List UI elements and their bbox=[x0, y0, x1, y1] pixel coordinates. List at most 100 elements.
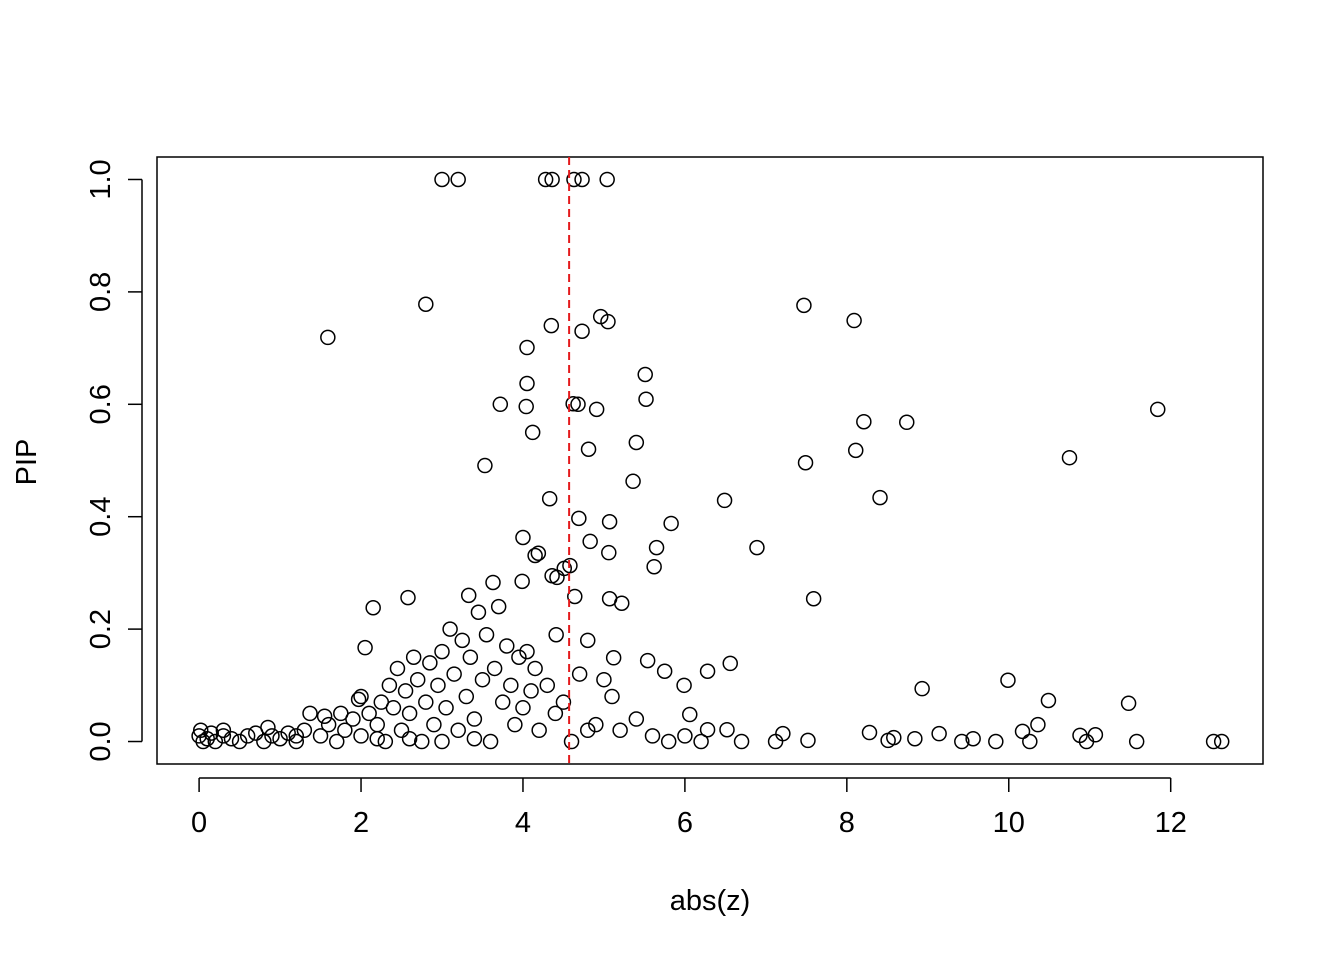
point bbox=[524, 424, 541, 441]
point bbox=[601, 514, 618, 530]
point bbox=[357, 639, 373, 656]
point bbox=[847, 442, 864, 459]
point bbox=[612, 722, 628, 739]
point bbox=[426, 716, 442, 733]
point bbox=[353, 688, 369, 705]
point bbox=[646, 558, 662, 575]
point bbox=[450, 171, 466, 188]
point bbox=[613, 595, 630, 612]
point bbox=[260, 719, 276, 736]
point bbox=[478, 626, 495, 643]
point bbox=[302, 705, 318, 722]
point bbox=[699, 721, 716, 738]
x-tick-label: 12 bbox=[1155, 807, 1187, 839]
point bbox=[676, 677, 692, 694]
point bbox=[345, 711, 361, 727]
point bbox=[215, 728, 232, 744]
point bbox=[485, 574, 501, 591]
point bbox=[350, 691, 367, 708]
point bbox=[518, 398, 534, 415]
point bbox=[1149, 401, 1166, 418]
point bbox=[454, 632, 470, 649]
point bbox=[490, 598, 507, 615]
point bbox=[320, 716, 337, 733]
point bbox=[716, 492, 733, 509]
point bbox=[596, 671, 612, 688]
point bbox=[856, 413, 872, 430]
point bbox=[796, 297, 812, 314]
point bbox=[638, 391, 654, 407]
point bbox=[579, 632, 596, 649]
point bbox=[628, 711, 645, 727]
point bbox=[797, 454, 814, 471]
point bbox=[405, 649, 422, 665]
point bbox=[288, 728, 305, 744]
point bbox=[369, 716, 385, 733]
point bbox=[660, 733, 677, 750]
point bbox=[460, 587, 477, 604]
point bbox=[434, 643, 450, 660]
y-axis-label: PIP bbox=[11, 439, 43, 486]
point bbox=[965, 730, 981, 747]
point bbox=[639, 652, 656, 669]
point bbox=[599, 171, 615, 188]
x-axis-label: abs(z) bbox=[670, 885, 751, 917]
point bbox=[539, 677, 556, 694]
point bbox=[567, 588, 583, 605]
point bbox=[409, 671, 426, 688]
point bbox=[1087, 727, 1104, 743]
point bbox=[570, 396, 586, 413]
point bbox=[264, 728, 280, 744]
point bbox=[393, 722, 410, 739]
point bbox=[954, 733, 970, 750]
point bbox=[470, 604, 487, 620]
point bbox=[588, 716, 604, 733]
point bbox=[499, 638, 515, 654]
point bbox=[693, 733, 709, 750]
point bbox=[474, 671, 491, 688]
point bbox=[1078, 733, 1095, 750]
point bbox=[541, 490, 558, 507]
point bbox=[549, 569, 565, 586]
point bbox=[365, 600, 381, 616]
point bbox=[1022, 733, 1038, 750]
point bbox=[494, 694, 511, 710]
point bbox=[663, 515, 679, 532]
point bbox=[482, 733, 499, 750]
point bbox=[477, 457, 493, 474]
point bbox=[733, 733, 750, 750]
y-tick-label: 0.4 bbox=[85, 497, 117, 537]
point bbox=[296, 722, 313, 739]
point bbox=[628, 434, 645, 451]
point bbox=[914, 680, 930, 697]
point bbox=[1040, 692, 1057, 709]
point bbox=[434, 171, 450, 188]
point bbox=[548, 626, 564, 643]
point bbox=[231, 733, 248, 750]
point bbox=[565, 395, 581, 412]
point bbox=[543, 317, 560, 334]
point bbox=[537, 171, 554, 188]
point bbox=[555, 694, 572, 710]
point bbox=[381, 677, 398, 694]
point bbox=[442, 621, 458, 637]
x-tick-label: 4 bbox=[515, 807, 531, 839]
point bbox=[846, 312, 862, 329]
point bbox=[503, 677, 519, 694]
point bbox=[223, 730, 240, 747]
point bbox=[682, 706, 698, 723]
point bbox=[722, 655, 738, 672]
point bbox=[288, 733, 305, 750]
point bbox=[430, 677, 446, 694]
point bbox=[563, 733, 580, 750]
point bbox=[677, 728, 693, 744]
point bbox=[280, 725, 296, 741]
point bbox=[401, 730, 418, 747]
point bbox=[579, 722, 596, 739]
point bbox=[1030, 716, 1046, 733]
point bbox=[422, 655, 438, 671]
y-tick-label: 1.0 bbox=[85, 159, 117, 199]
point bbox=[531, 722, 547, 739]
point bbox=[320, 329, 336, 346]
plot-frame bbox=[156, 156, 1264, 765]
